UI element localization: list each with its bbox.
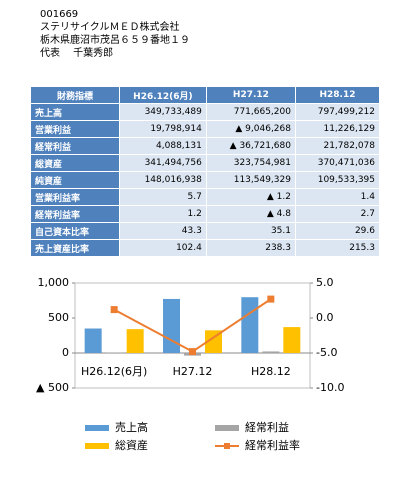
y-tick-label: 500 xyxy=(48,311,69,324)
company-header: 001669 ステリサイクルＭＥＤ株式会社 栃木県鹿沼市茂呂６５９番地１９ 代表 千葉… xyxy=(40,8,190,60)
value-cell: 148,016,938 xyxy=(119,171,207,189)
header-line: 001669 xyxy=(40,9,79,20)
value-cell: ▲ 36,721,680 xyxy=(205,137,296,155)
label-cell: 総資産 xyxy=(30,154,120,172)
value-cell: 349,733,489 xyxy=(119,103,207,121)
value-cell: 370,471,036 xyxy=(294,154,381,172)
line-marker xyxy=(189,348,196,356)
table-row: 売上資産比率 102.4 238.3 215.3 xyxy=(30,239,381,257)
y2-tick-label: 0.0 xyxy=(316,311,334,324)
label-cell: 営業利益 xyxy=(30,120,120,138)
value-cell: ▲ 4.8 xyxy=(205,205,296,223)
legend-swatch xyxy=(215,425,239,431)
label-cell: 経常利益 xyxy=(30,137,120,155)
header-cell: H27.12 xyxy=(205,86,296,104)
label-cell: 売上資産比率 xyxy=(30,239,120,257)
header-cell: H28.12 xyxy=(294,86,381,104)
value-cell: 797,499,212 xyxy=(294,103,381,121)
value-cell: 11,226,129 xyxy=(294,120,381,138)
header-cell: H26.12(6月) xyxy=(119,86,207,104)
x-tick-label: H28.12 xyxy=(251,365,291,378)
header-cell: 財務指標 xyxy=(30,86,120,104)
y-tick-label: ▲ 500 xyxy=(36,381,69,394)
value-cell: 215.3 xyxy=(294,239,381,257)
value-cell: 35.1 xyxy=(205,222,296,240)
legend-swatch xyxy=(85,443,109,449)
value-cell: 1.4 xyxy=(294,188,381,206)
value-cell: 341,494,756 xyxy=(119,154,207,172)
y2-tick-label: 5.0 xyxy=(316,276,334,289)
legend-label: 総資産 xyxy=(115,438,148,452)
legend-marker xyxy=(224,443,230,449)
line-marker xyxy=(110,306,118,314)
chart: 1,000 500 0 ▲ 500 5.0 0.0 -5.0 -10.0 H26.12(6月) H… xyxy=(36,276,344,452)
y2-tick-label: -5.0 xyxy=(316,346,337,359)
bar xyxy=(241,297,259,353)
table-row: 売上高 349,733,489 771,665,200 797,499,212 xyxy=(30,103,381,121)
bar xyxy=(205,330,222,353)
table-row: 営業利益率 5.7 ▲ 1.2 1.4 xyxy=(30,188,381,206)
plot-area xyxy=(74,282,311,389)
header-row: 財務指標 H26.12(6月) H27.12 H28.12 xyxy=(30,86,381,104)
value-cell: 29.6 xyxy=(294,222,381,240)
table-row: 経常利益率 1.2 ▲ 4.8 2.7 xyxy=(30,205,381,223)
legend-swatch xyxy=(85,425,109,431)
label-cell: 自己資本比率 xyxy=(30,222,120,240)
value-cell: 4,088,131 xyxy=(119,137,207,155)
table-row: 営業利益 19,798,914 ▲ 9,046,268 11,226,129 xyxy=(30,120,381,138)
legend-label: 経常利益 xyxy=(245,420,289,434)
value-cell: 771,665,200 xyxy=(205,103,296,121)
y-tick-label: 0 xyxy=(62,346,69,359)
label-cell: 売上高 xyxy=(30,103,120,121)
line-marker xyxy=(267,295,275,303)
table-row: 総資産 341,494,756 323,754,981 370,471,036 xyxy=(30,154,381,172)
value-cell: 113,549,329 xyxy=(205,171,296,189)
label-cell: 純資産 xyxy=(30,171,120,189)
value-cell: 19,798,914 xyxy=(119,120,207,138)
table-row: 経常利益 4,088,131 ▲ 36,721,680 21,782,078 xyxy=(30,137,381,155)
label-cell: 営業利益率 xyxy=(30,188,120,206)
x-tick-label: H26.12(6月) xyxy=(81,365,147,378)
legend-label: 経常利益率 xyxy=(245,438,300,452)
value-cell: 323,754,981 xyxy=(205,154,296,172)
value-cell: 109,533,395 xyxy=(294,171,381,189)
legend-label: 売上高 xyxy=(115,420,148,434)
header-line: 栃木県鹿沼市茂呂６５９番地１９ xyxy=(40,35,190,46)
finance-table: 財務指標 H26.12(6月) H27.12 H28.12 売上高 349,733,489… xyxy=(30,86,381,257)
x-tick-label: H27.12 xyxy=(173,365,213,378)
y2-tick-label: -10.0 xyxy=(316,381,344,394)
bar xyxy=(262,351,280,353)
header-line: ステリサイクルＭＥＤ株式会社 xyxy=(40,22,180,33)
bar xyxy=(126,329,144,353)
table-row: 純資産 148,016,938 113,549,329 109,533,395 xyxy=(30,171,381,189)
value-cell: 238.3 xyxy=(205,239,296,257)
value-cell: ▲ 1.2 xyxy=(205,188,296,206)
value-cell: 102.4 xyxy=(119,239,207,257)
value-cell: 2.7 xyxy=(294,205,381,223)
table-row: 自己資本比率 43.3 35.1 29.6 xyxy=(30,222,381,240)
bar xyxy=(163,298,180,353)
y-tick-label: 1,000 xyxy=(38,276,70,289)
header-line: 代表 千葉秀郎 xyxy=(40,48,114,59)
bar xyxy=(84,328,102,353)
value-cell: 21,782,078 xyxy=(294,137,381,155)
value-cell: 1.2 xyxy=(119,205,207,223)
value-cell: ▲ 9,046,268 xyxy=(205,120,296,138)
bar xyxy=(283,327,301,353)
value-cell: 43.3 xyxy=(119,222,207,240)
value-cell: 5.7 xyxy=(119,188,207,206)
label-cell: 経常利益率 xyxy=(30,205,120,223)
